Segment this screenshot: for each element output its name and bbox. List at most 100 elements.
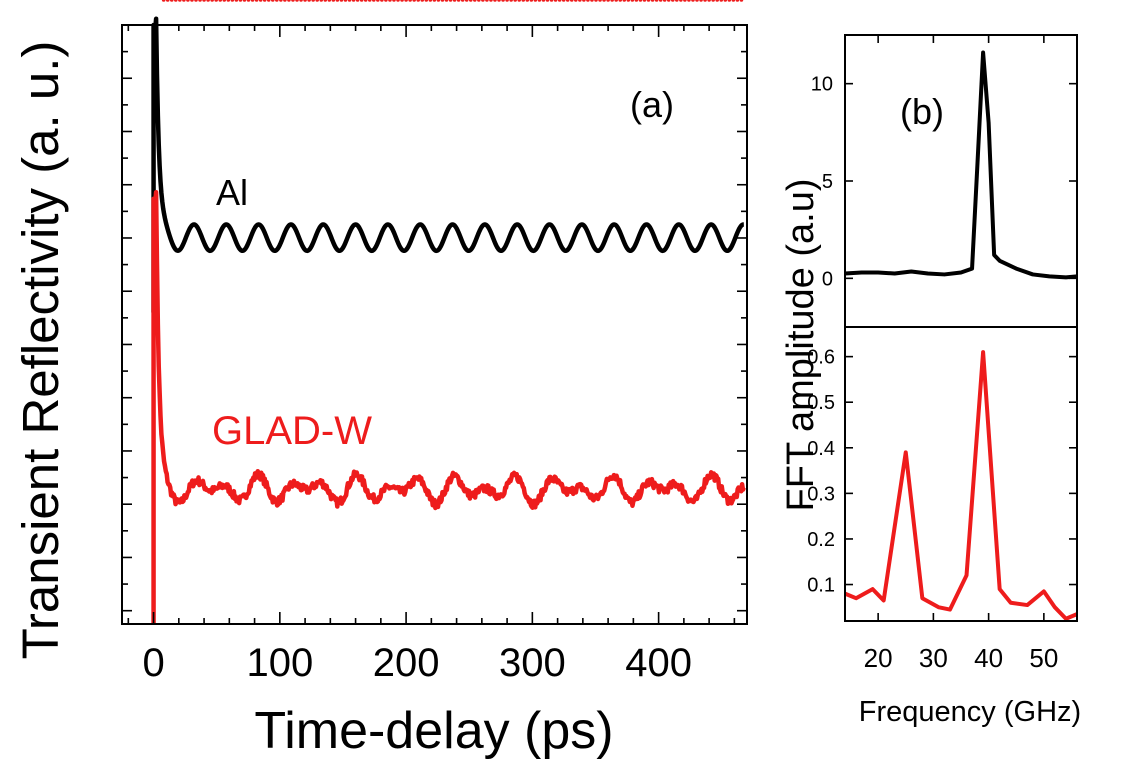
panel-a-dot-point <box>715 0 720 2</box>
panel-b-bottom-ytick-label: 0.6 <box>807 347 835 369</box>
panel-b-bottom-line <box>844 350 1078 621</box>
panel-a-dot-point <box>674 0 679 2</box>
panel-a-dot-point <box>339 0 344 2</box>
panel-a-dot-point <box>283 0 287 2</box>
panel-a-dot-point <box>598 0 602 2</box>
panel-a-dot-point <box>497 0 501 2</box>
panel-a-dot-point <box>424 0 429 2</box>
panel-a-dot-point <box>359 0 364 2</box>
panel-a-dot-point <box>602 0 606 2</box>
panel-a-dot-point <box>371 0 376 2</box>
panel-a-series <box>151 0 746 624</box>
panel-a-dot-point <box>481 0 485 2</box>
panel-a-dot-point <box>210 0 214 2</box>
panel-a-dot-point <box>279 0 283 2</box>
panel-b-top-ticks: 0 5 10 <box>811 35 1077 290</box>
panel-a-dot-point <box>529 0 534 2</box>
panel-a-dot-point <box>327 0 332 2</box>
panel-a-dot-point <box>687 0 691 2</box>
panel-b-xlabel: Frequency (GHz) <box>859 696 1081 728</box>
panel-a-dot-point <box>683 0 687 2</box>
panel-a-dot-point <box>432 0 437 2</box>
panel-a-dot-point <box>335 0 340 2</box>
panel-a-dot-point <box>517 0 522 2</box>
panel-a-dot-point <box>404 0 408 2</box>
panel-a-xtick-label: 100 <box>246 641 313 685</box>
panel-a-ticks: 0 100 200 300 400 <box>122 24 747 685</box>
panel-a-dot-point <box>485 0 489 2</box>
panel-a-dot-point <box>258 0 263 2</box>
panel-a-dot-point <box>303 0 307 2</box>
panel-a-dot-point <box>638 0 643 2</box>
panel-a-dot-point <box>351 0 356 2</box>
panel-a-dot-point <box>190 0 194 2</box>
panel-a-dot-point <box>642 0 647 2</box>
panel-a-dot-point <box>590 0 594 2</box>
panel-a-dot-point <box>222 0 227 2</box>
panel-a-dot-point <box>666 0 671 2</box>
panel-a-dot-point <box>509 0 513 2</box>
panel-a-dot-point <box>606 0 610 2</box>
panel-a-dot-point <box>493 0 497 2</box>
panel-a-dot-point <box>578 0 582 2</box>
panel-a-dot-point <box>384 0 388 2</box>
panel-a-dot-point <box>367 0 372 2</box>
panel-a-dot-point <box>173 0 178 2</box>
panel-a-dot-point <box>658 0 663 2</box>
panel-a-dot-point <box>691 0 695 2</box>
panel-a-dot-point <box>699 0 703 2</box>
panel-b-bottom-ytick-label: 0.2 <box>807 529 835 551</box>
panel-b-top-ytick-label: 10 <box>811 74 833 96</box>
panel-a-dot-point <box>444 0 449 2</box>
panel-a-dot-point <box>198 0 202 2</box>
panel-a-dot-point <box>214 0 218 2</box>
panel-a-dot-point <box>468 0 473 2</box>
panel-a-dot-point <box>412 0 416 2</box>
panel-a-dot-point <box>557 0 562 2</box>
panel-b-label: (b) <box>900 91 944 132</box>
panel-a-xtick-label: 200 <box>373 641 440 685</box>
panel-a-dot-point <box>295 0 299 2</box>
panel-a-dot-point <box>569 0 574 2</box>
panel-a-dot-point <box>703 0 707 2</box>
panel-a-dot-point <box>218 0 223 2</box>
panel-a-dot-point <box>428 0 433 2</box>
panel-b-bottom: 0.1 0.2 0.3 0.4 0.5 0.6 20 30 40 50 Frequency (GH… <box>807 326 1081 728</box>
panel-a-dot-point <box>711 0 715 2</box>
panel-a-dot-point <box>489 0 493 2</box>
panel-a-dot-point <box>565 0 570 2</box>
panel-a-dot-point <box>723 0 728 2</box>
panel-a-dot-point <box>707 0 711 2</box>
panel-a-dot-point <box>739 0 744 2</box>
panel-b-bottom-ytick-label: 0.3 <box>807 483 835 505</box>
panel-a-dot-point <box>537 0 542 2</box>
panel-a-line-glad-w <box>151 189 746 624</box>
panel-b-top-series <box>844 50 1078 280</box>
panel-a-dot-point <box>331 0 336 2</box>
panel-b-top-ytick-label: 5 <box>822 171 833 193</box>
panel-a-dot-point <box>553 0 558 2</box>
panel-a-dot-point <box>186 0 190 2</box>
panel-a-dot-point <box>654 0 659 2</box>
panel-a-dot-point <box>505 0 509 2</box>
panel-a-dot-point <box>460 0 465 2</box>
panel-a-ylabel: Transient Reflectivity (a. u.) <box>12 41 69 660</box>
panel-a-dot-point <box>307 0 311 2</box>
panel-a-dot-point <box>266 0 271 2</box>
panel-a-dot-point <box>594 0 598 2</box>
panel-a-dot-point <box>161 0 166 2</box>
panel-a-xtick-label: 300 <box>499 641 566 685</box>
panel-b-bottom-xtick-label: 30 <box>919 643 948 673</box>
panel-a-dot-point <box>396 0 400 2</box>
panel-a-line-al <box>151 16 746 313</box>
panel-a-dot-point <box>363 0 368 2</box>
panel-a-dot-point <box>472 0 477 2</box>
panel-a-dot-point <box>545 0 550 2</box>
panel-a-dot-point <box>731 0 736 2</box>
panel-a-dot-point <box>573 0 578 2</box>
panel-a-dot-point <box>440 0 445 2</box>
panel-a-dot-point <box>416 0 421 2</box>
panel-a-dot-point <box>165 0 170 2</box>
panel-a-dot-point <box>513 0 517 2</box>
panel-a-dot-point <box>561 0 566 2</box>
